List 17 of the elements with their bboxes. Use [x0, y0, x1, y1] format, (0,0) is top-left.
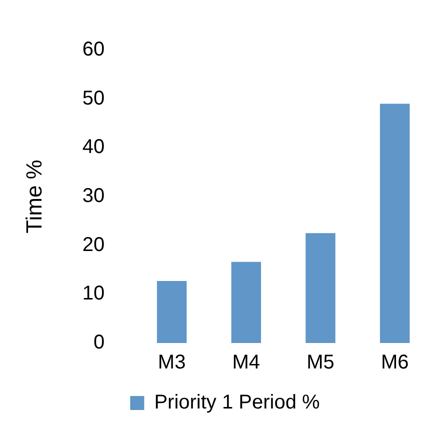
x-tick-label: M5 [306, 352, 334, 374]
bar [380, 104, 410, 343]
bar [156, 280, 187, 343]
y-tick-label: 10 [82, 282, 105, 305]
y-tick-label: 50 [82, 87, 105, 110]
y-tick-label: 30 [82, 185, 105, 208]
x-tick-label: M6 [380, 352, 409, 374]
y-tick-label: 0 [94, 332, 105, 354]
x-tick-label: M3 [158, 352, 186, 374]
y-tick-label: 20 [82, 234, 105, 256]
y-tick-label: 40 [82, 136, 105, 158]
bar [231, 262, 262, 343]
bar [306, 233, 336, 343]
y-tick-label: 60 [82, 38, 105, 61]
y-axis-title: Time % [21, 160, 46, 234]
x-tick-label: M4 [232, 352, 260, 374]
legend-label: Priority 1 Period % [154, 392, 320, 414]
